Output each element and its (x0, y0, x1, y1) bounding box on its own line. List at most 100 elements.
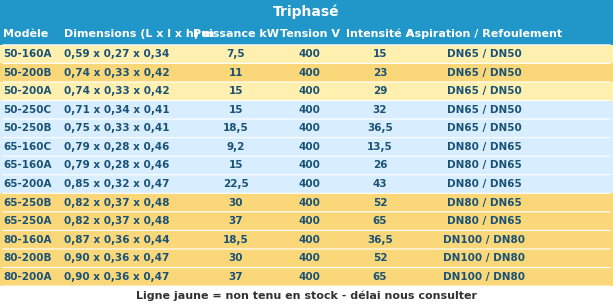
Text: 0,71 x 0,34 x 0,41: 0,71 x 0,34 x 0,41 (64, 105, 170, 115)
Text: 22,5: 22,5 (223, 179, 249, 189)
Text: 65-200A: 65-200A (3, 179, 51, 189)
Text: 0,79 x 0,28 x 0,46: 0,79 x 0,28 x 0,46 (64, 160, 170, 170)
Text: DN100 / DN80: DN100 / DN80 (443, 235, 525, 245)
Text: 65: 65 (373, 216, 387, 226)
Text: 0,59 x 0,27 x 0,34: 0,59 x 0,27 x 0,34 (64, 49, 170, 59)
Text: Intensité A: Intensité A (346, 29, 414, 39)
Text: 400: 400 (299, 105, 321, 115)
Text: Triphasé: Triphasé (273, 4, 340, 19)
Text: 0,82 x 0,37 x 0,48: 0,82 x 0,37 x 0,48 (64, 216, 170, 226)
Bar (0, 82, 613, 101)
Bar (0, 63, 613, 82)
Text: 13,5: 13,5 (367, 142, 393, 152)
Text: 50-160A: 50-160A (3, 49, 51, 59)
Text: 400: 400 (299, 198, 321, 208)
Text: 400: 400 (299, 179, 321, 189)
Text: 0,74 x 0,33 x 0,42: 0,74 x 0,33 x 0,42 (64, 68, 170, 78)
Text: 32: 32 (373, 105, 387, 115)
Text: DN65 / DN50: DN65 / DN50 (447, 123, 522, 133)
Text: 50-200B: 50-200B (3, 68, 51, 78)
Text: 400: 400 (299, 253, 321, 263)
Bar (0, 0, 613, 23)
Text: 0,87 x 0,36 x 0,44: 0,87 x 0,36 x 0,44 (64, 235, 170, 245)
Text: 37: 37 (229, 272, 243, 282)
Bar (0, 212, 613, 230)
Text: Tension V: Tension V (280, 29, 340, 39)
Text: 9,2: 9,2 (227, 142, 245, 152)
Text: 43: 43 (373, 179, 387, 189)
Bar (0, 23, 613, 45)
Text: 400: 400 (299, 123, 321, 133)
Text: 52: 52 (373, 253, 387, 263)
Text: 0,90 x 0,36 x 0,47: 0,90 x 0,36 x 0,47 (64, 272, 170, 282)
Text: 23: 23 (373, 68, 387, 78)
Text: 26: 26 (373, 160, 387, 170)
Text: 65-160C: 65-160C (3, 142, 51, 152)
Text: 65: 65 (373, 272, 387, 282)
Bar (0, 267, 613, 286)
Text: 0,74 x 0,33 x 0,42: 0,74 x 0,33 x 0,42 (64, 86, 170, 96)
Text: DN100 / DN80: DN100 / DN80 (443, 272, 525, 282)
Text: 30: 30 (229, 198, 243, 208)
Text: 400: 400 (299, 160, 321, 170)
Bar (0, 101, 613, 119)
Text: DN65 / DN50: DN65 / DN50 (447, 49, 522, 59)
Text: DN80 / DN65: DN80 / DN65 (447, 179, 522, 189)
Text: 37: 37 (229, 216, 243, 226)
Bar (0, 175, 613, 193)
Text: 15: 15 (229, 105, 243, 115)
Text: 0,90 x 0,36 x 0,47: 0,90 x 0,36 x 0,47 (64, 253, 170, 263)
Text: 80-200A: 80-200A (3, 272, 51, 282)
Text: 400: 400 (299, 235, 321, 245)
Text: 80-200B: 80-200B (3, 253, 51, 263)
Text: 0,79 x 0,28 x 0,46: 0,79 x 0,28 x 0,46 (64, 142, 170, 152)
Text: 30: 30 (229, 253, 243, 263)
Text: Puissance kW: Puissance kW (193, 29, 279, 39)
Text: Aspiration / Refoulement: Aspiration / Refoulement (406, 29, 562, 39)
Text: 52: 52 (373, 198, 387, 208)
Text: 0,82 x 0,37 x 0,48: 0,82 x 0,37 x 0,48 (64, 198, 170, 208)
Text: 15: 15 (229, 86, 243, 96)
Text: 15: 15 (373, 49, 387, 59)
Text: 0,75 x 0,33 x 0,41: 0,75 x 0,33 x 0,41 (64, 123, 170, 133)
Text: DN80 / DN65: DN80 / DN65 (447, 142, 522, 152)
Text: 65-250B: 65-250B (3, 198, 51, 208)
Bar (0, 230, 613, 249)
Text: 50-250C: 50-250C (3, 105, 51, 115)
Bar (0, 249, 613, 267)
Bar (0, 138, 613, 156)
Text: 400: 400 (299, 272, 321, 282)
Text: 0,85 x 0,32 x 0,47: 0,85 x 0,32 x 0,47 (64, 179, 170, 189)
Text: 36,5: 36,5 (367, 235, 393, 245)
Text: 400: 400 (299, 86, 321, 96)
Text: 80-160A: 80-160A (3, 235, 51, 245)
Text: DN65 / DN50: DN65 / DN50 (447, 86, 522, 96)
Text: 36,5: 36,5 (367, 123, 393, 133)
Text: Dimensions (L x l x h) m: Dimensions (L x l x h) m (64, 29, 215, 39)
Bar (0, 193, 613, 212)
Text: 65-160A: 65-160A (3, 160, 51, 170)
Text: 15: 15 (229, 160, 243, 170)
Text: 400: 400 (299, 216, 321, 226)
Text: DN80 / DN65: DN80 / DN65 (447, 160, 522, 170)
Text: 50-200A: 50-200A (3, 86, 51, 96)
Text: 18,5: 18,5 (223, 235, 249, 245)
Text: 400: 400 (299, 68, 321, 78)
Text: DN65 / DN50: DN65 / DN50 (447, 105, 522, 115)
Bar (0, 156, 613, 175)
Text: 11: 11 (229, 68, 243, 78)
Text: 400: 400 (299, 142, 321, 152)
Text: DN80 / DN65: DN80 / DN65 (447, 198, 522, 208)
Text: Ligne jaune = non tenu en stock - délai nous consulter: Ligne jaune = non tenu en stock - délai … (136, 290, 477, 301)
Text: 18,5: 18,5 (223, 123, 249, 133)
Text: 7,5: 7,5 (227, 49, 245, 59)
Text: DN80 / DN65: DN80 / DN65 (447, 216, 522, 226)
Text: 29: 29 (373, 86, 387, 96)
Text: 400: 400 (299, 49, 321, 59)
Bar (0, 119, 613, 138)
Bar (0, 45, 613, 63)
Text: DN100 / DN80: DN100 / DN80 (443, 253, 525, 263)
Text: Modèle: Modèle (3, 29, 48, 39)
Text: DN65 / DN50: DN65 / DN50 (447, 68, 522, 78)
Text: 65-250A: 65-250A (3, 216, 51, 226)
